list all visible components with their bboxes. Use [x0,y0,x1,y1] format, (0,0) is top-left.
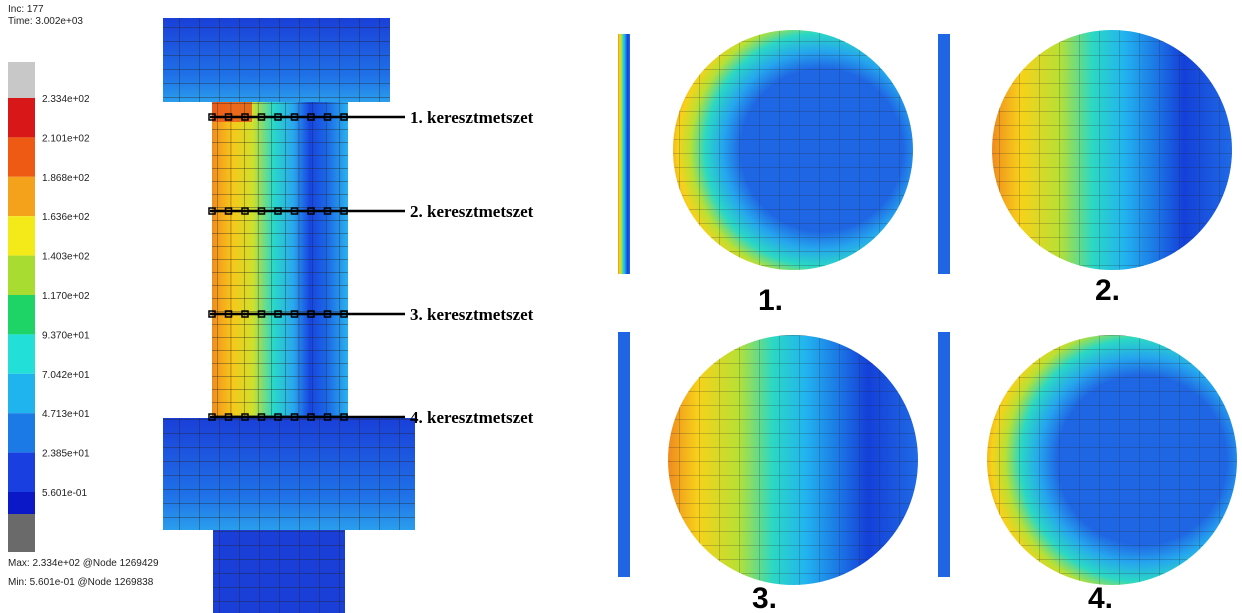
panel-number: 3. [752,582,777,613]
time: Time: 3.002e+03 [8,16,83,27]
section-plot-3 [618,332,918,585]
legend-label: 7.042e+01 [42,370,90,381]
section-label: 2. keresztmetszet [410,202,534,221]
panel-number: 2. [1095,274,1120,307]
legend-label: 1.170e+02 [42,291,90,302]
legend-swatch [8,492,35,514]
section-plot-2 [938,30,1232,274]
max-info: Max: 2.334e+02 @Node 1269429 [8,558,159,569]
legend-label: 2.334e+02 [42,94,90,105]
section-plot-1 [618,30,913,274]
color-legend [8,62,35,552]
legend-label: 1.868e+02 [42,173,90,184]
legend-swatch [8,177,35,216]
legend-swatch [8,256,35,295]
legend-swatch [8,216,35,255]
legend-label: 1.636e+02 [42,212,90,223]
min-info: Min: 5.601e-01 @Node 1269838 [8,577,154,588]
legend-label: 5.601e-01 [42,488,87,499]
panel-number: 4. [1088,582,1113,613]
legend-swatch [8,295,35,334]
legend-label: 2.385e+01 [42,449,90,460]
legend-label: 4.713e+01 [42,409,90,420]
section-label: 1. keresztmetszet [410,108,534,127]
figure: 2.334e+02 2.101e+02 1.868e+02 1.636e+02 1.40… [0,0,1242,613]
legend-swatch [8,413,35,452]
legend-swatch [8,98,35,137]
legend-label: 1.403e+02 [42,252,90,263]
legend-labels: 2.334e+02 2.101e+02 1.868e+02 1.636e+02 1.40… [42,94,90,499]
fea-model [163,18,415,613]
legend-swatch [8,453,35,492]
section-plot-4 [938,332,1237,585]
section-label: 4. keresztmetszet [410,408,534,427]
legend-swatch [8,62,35,98]
legend-swatch [8,334,35,373]
increment: Inc: 177 [8,4,44,15]
legend-label: 2.101e+02 [42,133,90,144]
legend-swatch [8,514,35,552]
legend-swatch [8,374,35,413]
section-label: 3. keresztmetszet [410,305,534,324]
legend-label: 9.370e+01 [42,330,90,341]
legend-swatch [8,137,35,176]
panel-number: 1. [758,284,783,317]
